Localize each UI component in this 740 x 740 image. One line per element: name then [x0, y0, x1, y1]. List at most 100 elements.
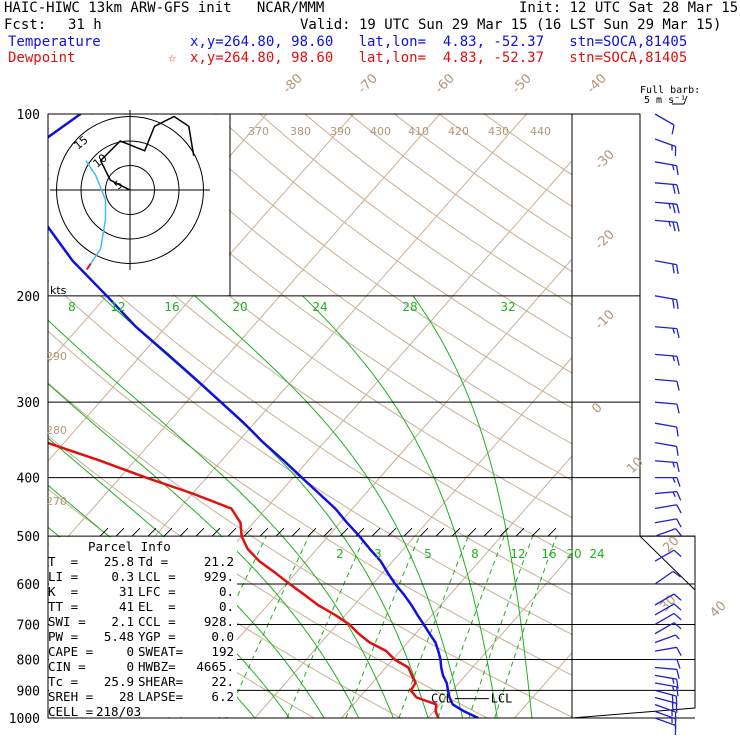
valid-time: Valid: 19 UTC Sun 29 Mar 15 (16 LST Sun …: [300, 17, 722, 33]
theta-label: 420: [448, 125, 469, 138]
mixing-ratio-line: [286, 535, 366, 718]
isotherm-line: [48, 114, 441, 561]
parcel-row: SWI = 2.1 CCL = 928.: [48, 614, 238, 629]
parcel-value: 25.9: [103, 674, 134, 689]
lcl-label: LCL: [491, 692, 513, 706]
pressure-tick-label: 1000: [9, 712, 40, 727]
mixing-ratio-label: 24: [589, 547, 604, 561]
barb-legend-icon: [683, 95, 688, 105]
mixing-ratio-label: 20: [566, 547, 581, 561]
isotherm-line: [601, 114, 740, 718]
dry-adiabat-line: [80, 114, 572, 481]
parcel-info-panel: Parcel Info T = 25.8 Td = 21.2 LI = 0.3 LCL = 9…: [48, 539, 238, 719]
dry-adiabat-line: [169, 114, 572, 409]
dry-adiabat-line: [48, 330, 572, 676]
wind-barb: [654, 528, 683, 537]
isotherm-label: 20: [660, 534, 682, 556]
parcel-value: 41: [118, 599, 134, 614]
pressure-tick-label: 900: [17, 684, 40, 699]
wind-barb: [654, 138, 677, 157]
hatch-mark: [547, 527, 557, 537]
parcel-key: LAPSE=: [138, 689, 184, 704]
wind-barb: [655, 658, 681, 669]
parcel-row: CELL = 218/03: [48, 704, 238, 719]
wind-barb: [654, 518, 682, 528]
mixing-ratio-label: 12: [510, 547, 525, 561]
pressure-tick-label: 800: [17, 653, 40, 668]
theta-label: 380: [290, 125, 311, 138]
mixing-ratio-line: [225, 535, 310, 718]
mixing-ratio-label: 12: [110, 300, 125, 314]
pressure-tick-label: 300: [17, 396, 40, 411]
mixing-ratio-label: 16: [541, 547, 556, 561]
parcel-key: CAPE =: [48, 644, 94, 659]
parcel-value: [190, 704, 234, 719]
hatch-mark: [179, 527, 189, 537]
hatch-mark: [387, 527, 397, 537]
hatch-mark: [499, 527, 509, 537]
parcel-key: CIN =: [48, 659, 86, 674]
wind-barbs: [654, 95, 688, 736]
forecast-label: Fcst:: [4, 17, 47, 33]
wind-barb: [654, 549, 682, 562]
wind-barb: [654, 490, 682, 501]
hodograph-low-trace: [85, 160, 107, 264]
hatch-mark: [115, 527, 125, 537]
mixing-ratio-line: [345, 536, 420, 718]
hodograph-panel-bg: [49, 115, 229, 295]
parcel-value: 31: [118, 584, 134, 599]
isotherm-line: [167, 258, 572, 718]
hatch-mark: [467, 527, 477, 537]
hatch-mark: [483, 527, 493, 537]
parcel-key: SWEAT=: [138, 644, 184, 659]
mixing-ratio-label: 20: [232, 300, 247, 314]
parcel-info-rows: T = 25.8 Td = 21.2 LI = 0.3 LCL = 929. K = 31 LFC …: [48, 554, 238, 719]
mixing-ratio-label: 8: [471, 547, 479, 561]
outer-frame: [571, 113, 696, 719]
sounding-lines: [48, 114, 479, 718]
isotherm-label: -10: [592, 307, 618, 333]
hatch-mark: [147, 527, 157, 537]
parcel-key: PW =: [48, 629, 79, 644]
parcel-info-title: Parcel Info: [88, 539, 171, 554]
pressure-tick-label: 600: [17, 578, 40, 593]
parcel-value: 0.0: [211, 629, 234, 644]
theta-label: 270: [46, 495, 67, 508]
plot-border: [47, 113, 573, 719]
wind-barb: [654, 674, 679, 689]
hatch-mark: [531, 527, 541, 537]
wind-barb: [654, 689, 678, 706]
hatch-mark: [323, 527, 333, 537]
parcel-value: 22.: [211, 674, 234, 689]
wind-barb: [654, 113, 675, 135]
parcel-key: K =: [48, 584, 79, 599]
hatch-mark: [211, 527, 221, 537]
theta-label: 440: [530, 125, 551, 138]
isotherm-line: [514, 652, 572, 718]
parcel-key: YGP =: [138, 629, 176, 644]
parcel-value: 218/03: [96, 704, 142, 719]
wind-barb: [654, 666, 680, 679]
hatch-mark: [227, 527, 237, 537]
hatch-mark: [403, 527, 413, 537]
wind-barb: [654, 353, 680, 366]
isotherm-line: [341, 455, 572, 718]
dewpoint-legend-label: Dewpoint: [8, 50, 76, 66]
hatch-mark: [243, 527, 253, 537]
pressure-tick-label: 100: [17, 108, 40, 123]
hatch-mark: [355, 527, 365, 537]
parcel-row: T = 25.8 Td = 21.2: [48, 554, 238, 569]
parcel-value: 0.: [218, 599, 234, 614]
hatch-mark: [99, 527, 109, 537]
wind-barb: [654, 703, 677, 722]
wind-barb: [654, 634, 680, 644]
wind-barb: [654, 570, 682, 585]
parcel-value: 21.2: [203, 554, 234, 569]
dewpoint-marker-icon: ☆: [168, 50, 177, 66]
wind-barb: [654, 378, 680, 391]
wind-barb: [655, 476, 681, 487]
wind-barb: [654, 612, 682, 626]
temperature-station-info: x,y=264.80, 98.60 lat,lon= 4.83, -52.37 …: [190, 34, 688, 50]
parcel-row: TT = 41 EL = 0.: [48, 599, 238, 614]
